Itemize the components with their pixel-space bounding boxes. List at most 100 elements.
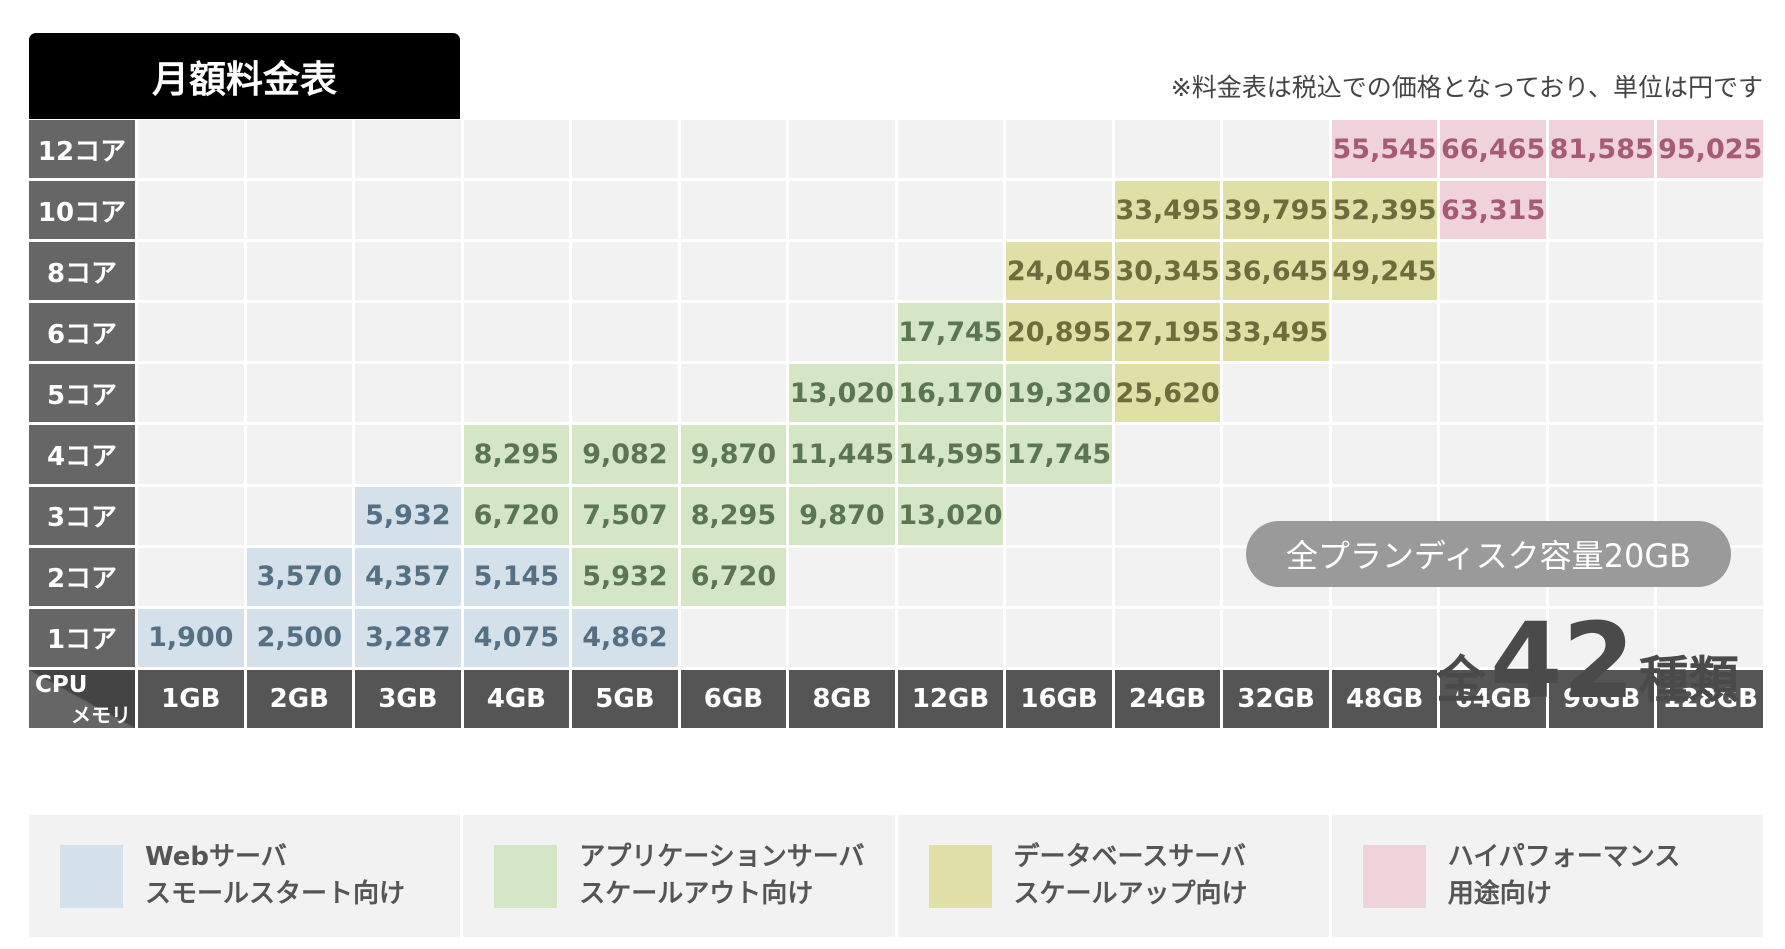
row-header-cpu: 5コア: [29, 364, 135, 423]
column-header-memory: 5GB: [572, 669, 678, 728]
empty-cell: [1114, 120, 1221, 179]
legend-label: アプリケーションサーバ スケールアウト向け: [579, 839, 864, 913]
price-cell: 17,745: [897, 303, 1004, 362]
price-cell: 30,345: [1114, 242, 1221, 301]
empty-cell: [246, 120, 353, 179]
price-cell: 81,585: [1548, 120, 1655, 179]
price-cell: 7,507: [572, 486, 678, 545]
empty-cell: [138, 181, 244, 240]
price-cell: 2,500: [246, 608, 353, 667]
empty-cell: [1440, 303, 1546, 362]
empty-cell: [1114, 425, 1221, 484]
price-cell: 13,020: [789, 364, 895, 423]
empty-cell: [246, 425, 353, 484]
memory-axis-label: メモリ: [71, 702, 131, 727]
price-cell: 8,295: [680, 486, 787, 545]
legend-label-line1: Webサーバ: [145, 842, 287, 872]
empty-cell: [572, 242, 678, 301]
empty-cell: [1657, 364, 1763, 423]
legend: Webサーバ スモールスタート向け アプリケーションサーバ スケールアウト向け データベ…: [29, 815, 1763, 937]
empty-cell: [1331, 303, 1438, 362]
price-cell: 16,170: [897, 364, 1004, 423]
empty-cell: [355, 303, 461, 362]
empty-cell: [897, 547, 1004, 606]
corner-divider: [29, 669, 135, 728]
empty-cell: [572, 303, 678, 362]
column-header-memory: 12GB: [897, 669, 1004, 728]
plan-count-suffix: 種類: [1638, 651, 1739, 709]
column-header-memory: 8GB: [789, 669, 895, 728]
price-cell: 55,545: [1331, 120, 1438, 179]
price-cell: 63,315: [1440, 181, 1546, 240]
price-cell: 3,287: [355, 608, 461, 667]
price-cell: 4,075: [463, 608, 570, 667]
empty-cell: [680, 608, 787, 667]
empty-cell: [572, 181, 678, 240]
price-cell: 4,862: [572, 608, 678, 667]
price-cell: 66,465: [1440, 120, 1546, 179]
empty-cell: [1114, 608, 1221, 667]
price-cell: 39,795: [1223, 181, 1329, 240]
empty-cell: [138, 364, 244, 423]
legend-swatch: [928, 844, 992, 908]
empty-cell: [355, 364, 461, 423]
empty-cell: [1006, 486, 1112, 545]
price-cell: 4,357: [355, 547, 461, 606]
legend-label-line1: アプリケーションサーバ: [579, 842, 865, 872]
empty-cell: [246, 486, 353, 545]
row-header-cpu: 10コア: [29, 181, 135, 240]
price-cell: 5,932: [355, 486, 461, 545]
legend-label: Webサーバ スモールスタート向け: [145, 839, 405, 913]
price-cell: 1,900: [138, 608, 244, 667]
page-title: 月額料金表: [29, 33, 460, 119]
plan-count: 全 42 種類: [1436, 600, 1739, 722]
empty-cell: [1657, 425, 1763, 484]
empty-cell: [1548, 425, 1655, 484]
legend-label-line2: スケールアウト向け: [579, 879, 814, 909]
empty-cell: [246, 181, 353, 240]
empty-cell: [1440, 425, 1546, 484]
column-header-memory: 4GB: [463, 669, 570, 728]
legend-label-line2: 用途向け: [1447, 879, 1552, 909]
row-header-cpu: 6コア: [29, 303, 135, 362]
empty-cell: [1331, 425, 1438, 484]
empty-cell: [572, 364, 678, 423]
empty-cell: [789, 181, 895, 240]
empty-cell: [355, 425, 461, 484]
legend-label: ハイパフォーマンス 用途向け: [1448, 839, 1680, 913]
empty-cell: [463, 364, 570, 423]
column-header-memory: 32GB: [1223, 669, 1329, 728]
price-cell: 14,595: [897, 425, 1004, 484]
legend-item: アプリケーションサーバ スケールアウト向け: [463, 815, 898, 937]
empty-cell: [246, 364, 353, 423]
empty-cell: [138, 425, 244, 484]
empty-cell: [1223, 364, 1329, 423]
column-header-memory: 16GB: [1006, 669, 1112, 728]
empty-cell: [463, 181, 570, 240]
price-cell: 20,895: [1006, 303, 1112, 362]
legend-item: ハイパフォーマンス 用途向け: [1332, 815, 1763, 937]
price-cell: 19,320: [1006, 364, 1112, 423]
row-header-cpu: 12コア: [29, 120, 135, 179]
price-cell: 9,870: [789, 486, 895, 545]
empty-cell: [1657, 303, 1763, 362]
empty-cell: [1440, 608, 1546, 667]
empty-cell: [1006, 608, 1112, 667]
legend-label-line1: ハイパフォーマンス: [1447, 842, 1681, 872]
empty-cell: [1006, 120, 1112, 179]
empty-cell: [1548, 303, 1655, 362]
price-cell: 3,570: [246, 547, 353, 606]
empty-cell: [463, 120, 570, 179]
legend-swatch: [1362, 844, 1426, 908]
empty-cell: [1548, 242, 1655, 301]
column-header-memory: 2GB: [246, 669, 353, 728]
empty-cell: [463, 242, 570, 301]
empty-cell: [246, 303, 353, 362]
empty-cell: [246, 242, 353, 301]
empty-cell: [1440, 242, 1546, 301]
empty-cell: [1657, 608, 1763, 667]
empty-cell: [355, 120, 461, 179]
empty-cell: [355, 181, 461, 240]
empty-cell: [789, 120, 895, 179]
empty-cell: [138, 486, 244, 545]
